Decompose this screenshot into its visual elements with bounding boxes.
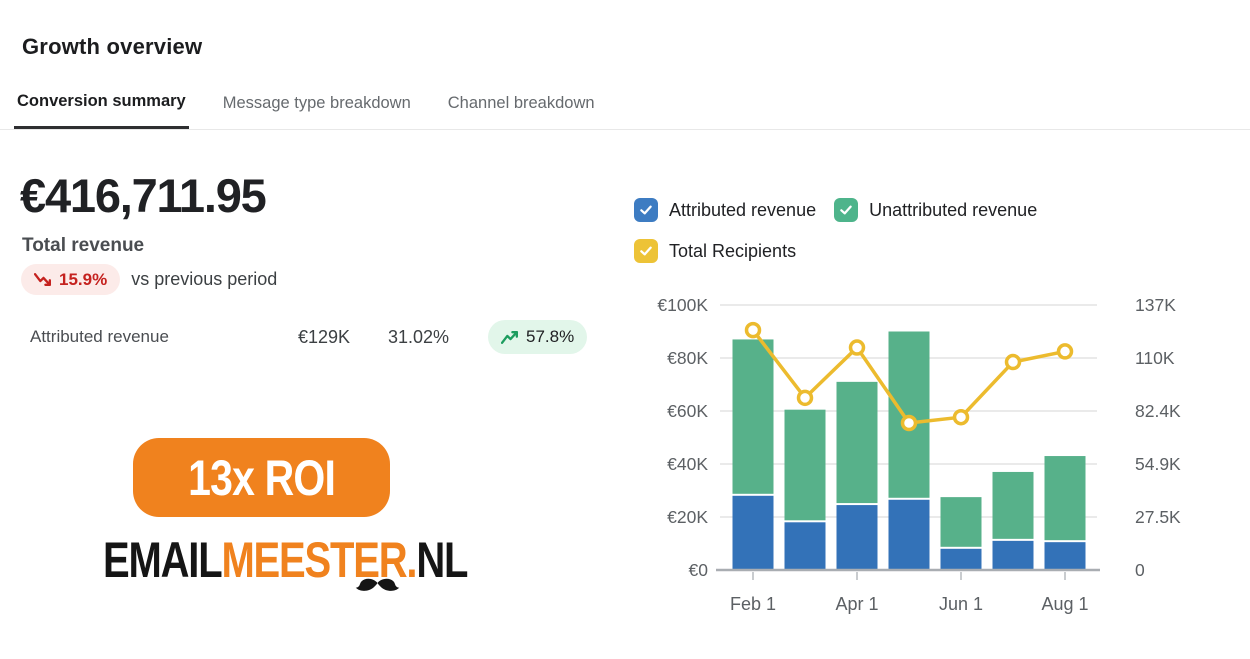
svg-text:€40K: €40K [667,454,708,474]
attributed-change-value: 57.8% [526,327,575,346]
attributed-revenue-label: Attributed revenue [30,327,169,346]
revenue-recipients-chart: €100K 137K €80K 110K €60K 82.4K €40K 54.9K €20K 2… [620,285,1250,645]
logo-dot: . [406,532,417,588]
change-context-label: vs previous period [131,269,278,289]
svg-text:82.4K: 82.4K [1135,401,1181,421]
chart-canvas: €100K 137K €80K 110K €60K 82.4K €40K 54.9K €20K 2… [657,295,1181,614]
change-badge-value: 15.9% [59,269,108,289]
period-change-row: 15.9% vs previous period [21,264,277,295]
svg-text:54.9K: 54.9K [1135,454,1181,474]
checkbox-attributed-revenue[interactable] [634,198,658,222]
legend-label-unattributed: Unattributed revenue [869,199,1038,220]
legend-row-1: Attributed revenue Unattributed revenue [634,198,1037,222]
tab-bar: Conversion summary Message type breakdow… [14,92,595,129]
svg-text:€60K: €60K [667,401,708,421]
page-title: Growth overview [22,34,203,59]
svg-text:Feb 1: Feb 1 [730,594,776,614]
logo-email-part: EMAIL [103,532,223,588]
legend-label-attributed: Attributed revenue [669,199,817,220]
svg-text:Aug 1: Aug 1 [1041,594,1088,614]
checkbox-unattributed-revenue[interactable] [834,198,859,222]
legend-item-total-recipients[interactable]: Total Recipients [634,239,796,263]
trending-up-icon [501,330,518,344]
logo-nl-part: NL [416,532,468,588]
checkbox-total-recipients[interactable] [634,239,658,263]
change-badge-down: 15.9% [21,264,121,295]
roi-badge: 13x ROI [133,438,390,517]
legend-item-unattributed-revenue[interactable]: Unattributed revenue [834,198,1037,222]
chart-legend: Attributed revenue Unattributed revenue [634,198,1037,280]
svg-text:137K: 137K [1135,295,1176,315]
trending-down-icon [34,273,51,286]
svg-text:110K: 110K [1135,348,1175,368]
attributed-revenue-share: 31.02% [388,327,450,347]
svg-text:0: 0 [1135,560,1145,580]
tab-message-type-breakdown[interactable]: Message type breakdown [223,92,411,129]
total-revenue-label: Total revenue [22,235,145,256]
svg-text:Jun 1: Jun 1 [939,594,983,614]
checkmark-icon [840,205,852,215]
tab-channel-breakdown[interactable]: Channel breakdown [448,92,595,129]
svg-text:€0: €0 [689,560,709,580]
legend-row-2: Total Recipients [634,239,1037,263]
legend-item-attributed-revenue[interactable]: Attributed revenue [634,198,816,222]
total-revenue-value: €416,711.95 [20,169,267,222]
attributed-revenue-row: Attributed revenue €129K 31.02% 57.8% [0,319,620,355]
change-badge-up: 57.8% [488,320,588,354]
svg-text:€80K: €80K [667,348,708,368]
emailmeester-logo: EMAILMEESTER.NL [103,531,468,589]
svg-text:Apr 1: Apr 1 [835,594,878,614]
svg-text:€20K: €20K [667,507,708,527]
checkmark-icon [640,205,652,215]
svg-text:€100K: €100K [657,295,708,315]
legend-label-total-recipients: Total Recipients [669,240,797,261]
attributed-revenue-value: €129K [297,327,350,347]
tabs-divider [0,129,1250,130]
roi-badge-label: 13x ROI [188,449,336,506]
tab-conversion-summary[interactable]: Conversion summary [14,92,189,129]
mustache-icon [355,578,400,591]
svg-text:27.5K: 27.5K [1135,507,1181,527]
logo-meester-part: MEESTER [221,532,407,588]
checkmark-icon [640,246,652,256]
